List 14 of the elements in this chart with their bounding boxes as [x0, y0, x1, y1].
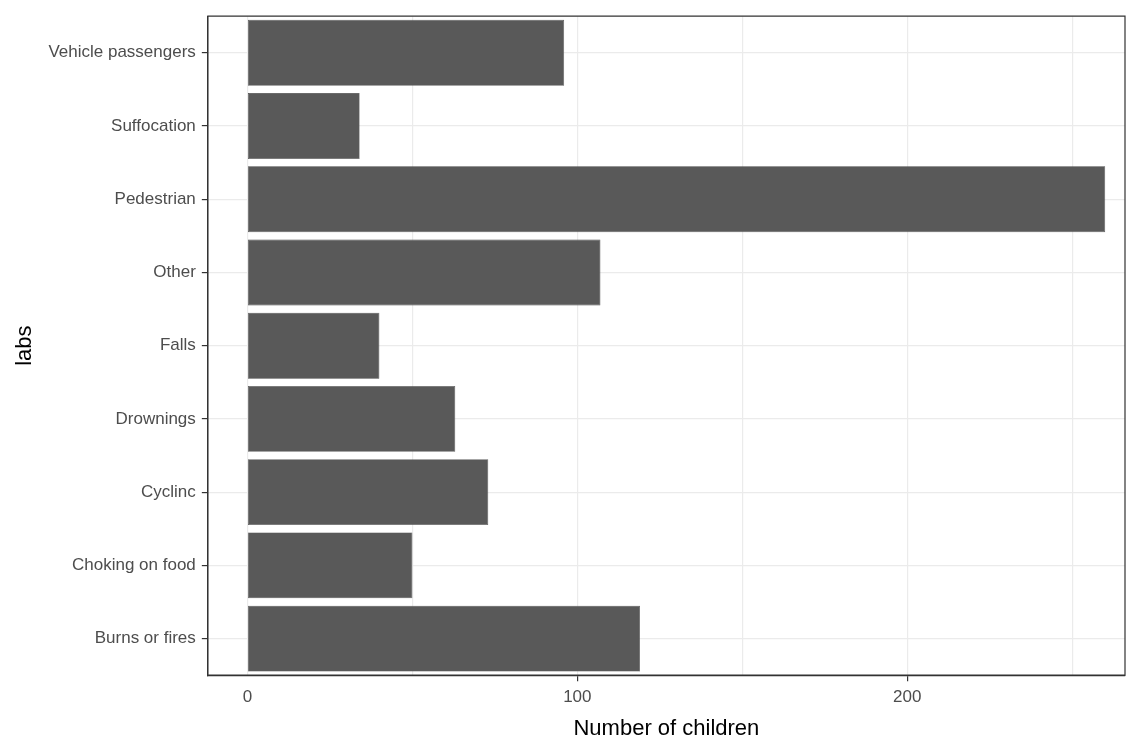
y-tick-label: Vehicle passengers: [48, 42, 196, 62]
y-tick-label: Cyclinc: [141, 481, 197, 501]
y-tick-label: Suffocation: [111, 115, 196, 135]
y-tick-label: Pedestrian: [114, 188, 196, 208]
y-tick-label: Falls: [159, 335, 196, 355]
x-tick-label: 100: [563, 687, 592, 707]
y-tick-label: Choking on food: [72, 555, 196, 575]
y-tick-label: Burns or fires: [94, 628, 196, 648]
y-tick-label: Other: [153, 262, 197, 282]
y-tick-label: Drownings: [115, 408, 196, 428]
y-axis-title: labs: [11, 325, 37, 366]
x-tick-label: 0: [242, 687, 253, 707]
x-axis-title: Number of children: [573, 714, 760, 740]
x-tick-label: 200: [893, 687, 922, 707]
